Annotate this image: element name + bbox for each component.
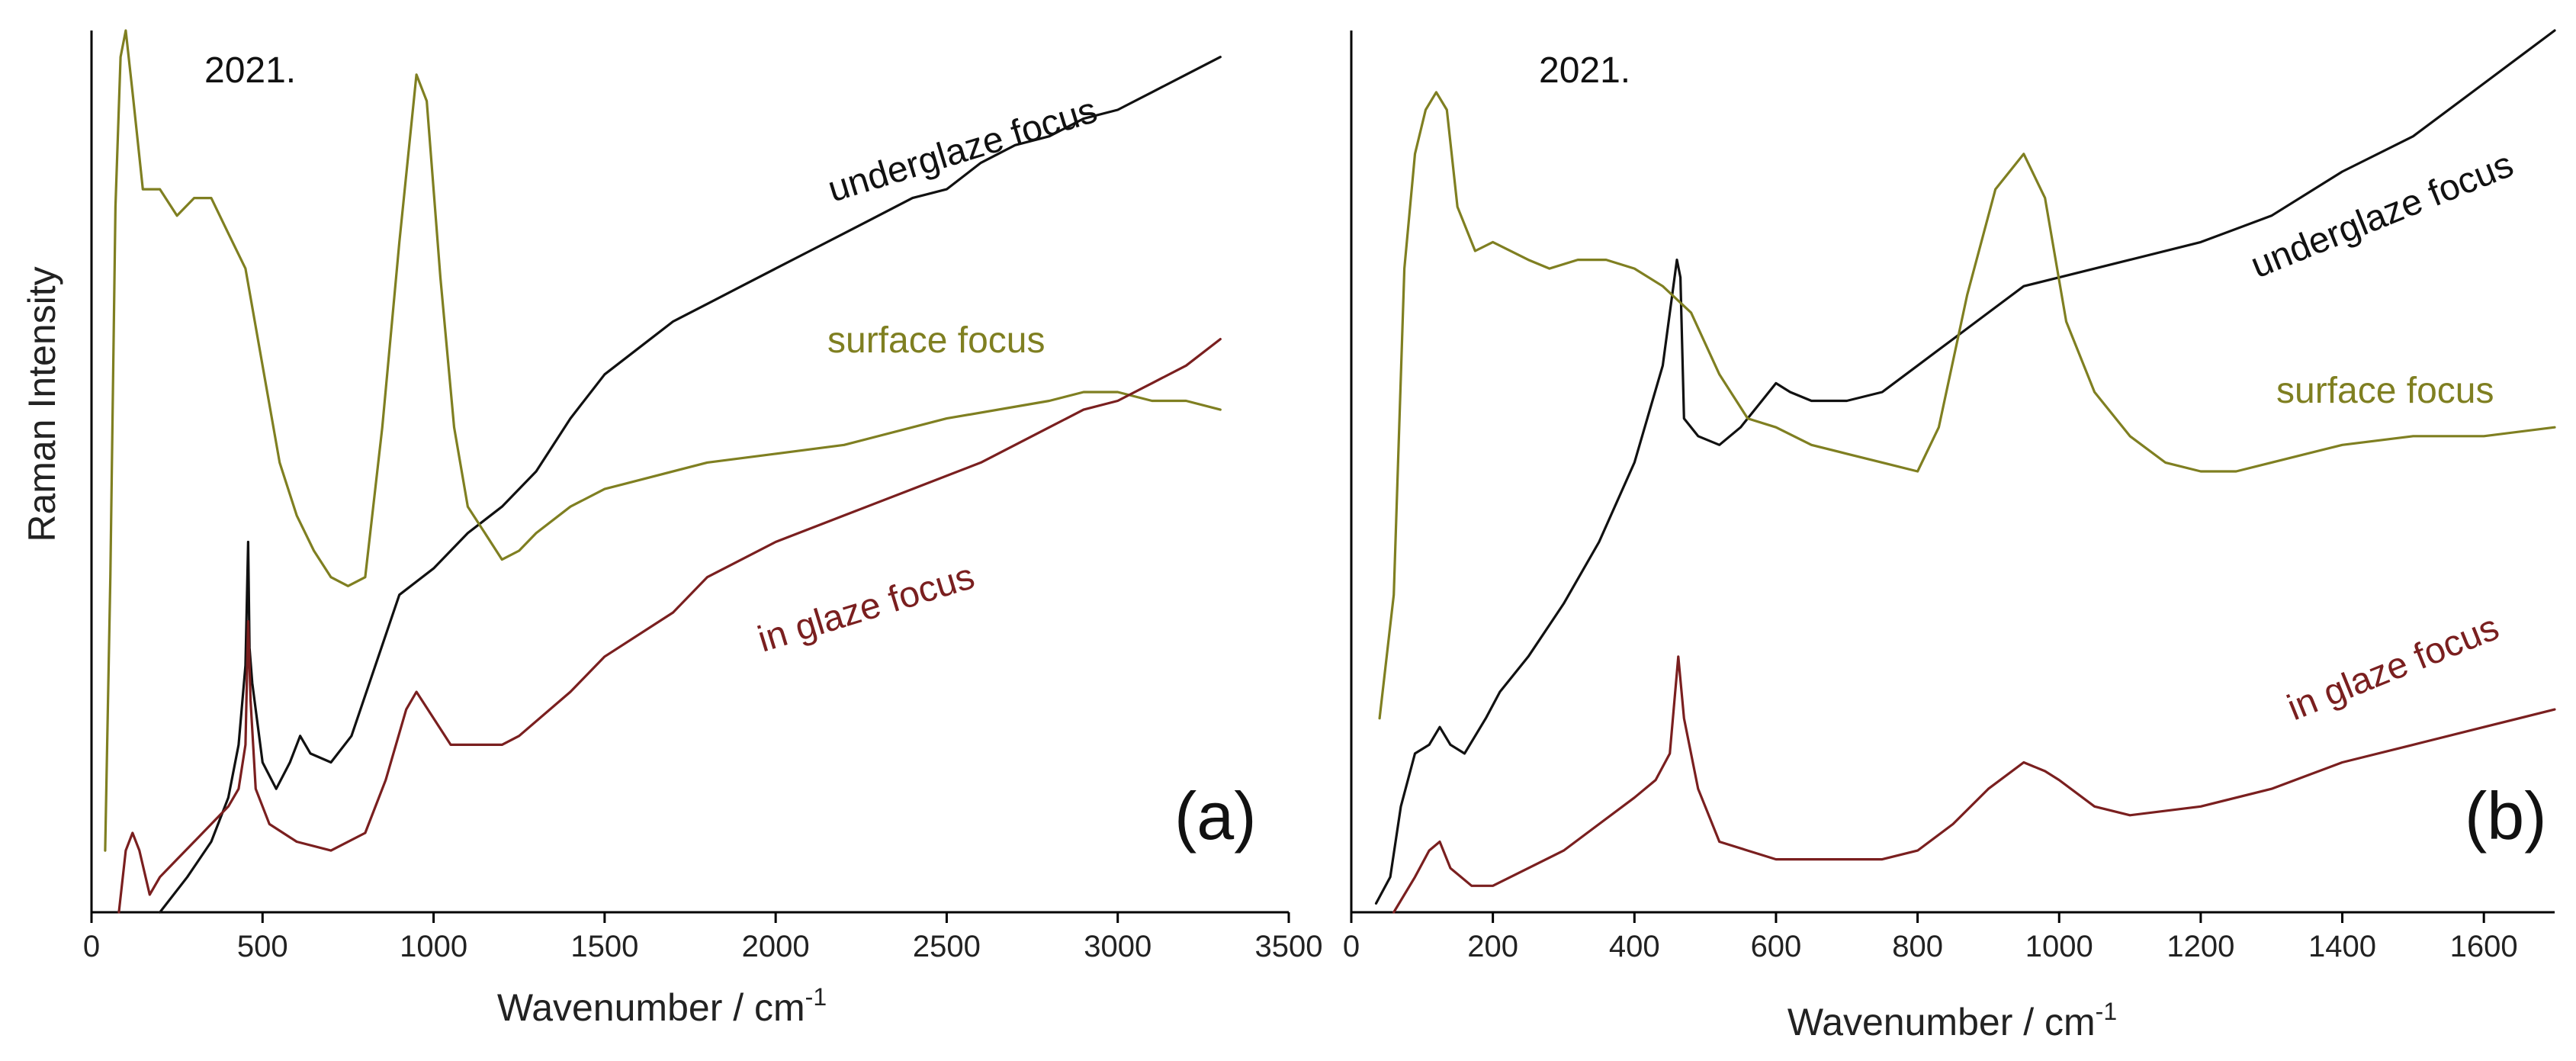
panel-a-series-surface [104,29,1222,852]
panel-b-label: (b) [2465,778,2547,854]
panel-b-series-in-glaze [1392,655,2556,914]
panel-a-x-tick-label: 2500 [913,930,981,963]
panel-a-x-axis-title-sup: -1 [805,983,827,1011]
panel-b-x-tick-label: 0 [1343,930,1360,963]
panel-a-surface-label: surface focus [827,320,1045,361]
panel-b-series [1374,29,2556,914]
panel-b-series-surface [1378,91,2556,720]
panel-b-x-axis-title: Wavenumber / cm-1 [1787,998,2117,1043]
panel-a-x-tick-label: 0 [83,930,100,963]
panel-a-x-tick-label: 1500 [570,930,638,963]
panel-a-x-axis-title-text: Wavenumber / cm [497,986,805,1029]
panel-a-x-axis-title: Wavenumber / cm-1 [497,983,827,1029]
panel-a-x-ticks: 0 500 1000 1500 2000 2500 3000 3500 [83,912,1323,963]
panel-b-x-axis-title-sup: -1 [2096,998,2117,1025]
panel-a-underglaze-label: underglaze focus [824,90,1102,211]
panel-a-series [104,29,1222,914]
panel-b-x-tick-label: 1400 [2308,930,2376,963]
y-axis-title: Raman Intensity [21,266,63,542]
panel-a-x-tick-label: 1000 [400,930,467,963]
panel-a-x-tick-label: 500 [237,930,288,963]
panel-a-year-annotation: 2021. [204,50,296,91]
panel-b-x-tick-label: 1000 [2025,930,2093,963]
panel-b-x-tick-label: 1200 [2166,930,2234,963]
panel-b-x-axis-title-text: Wavenumber / cm [1787,1001,2096,1043]
panel-b-x-tick-label: 400 [1609,930,1660,963]
panel-b-year-annotation: 2021. [1539,50,1630,91]
panel-b: 0 200 400 600 800 1000 1200 1400 1600 2021. (b) … [1343,29,2556,1043]
panel-a-series-in-glaze [117,338,1222,914]
panel-b-x-tick-label: 200 [1467,930,1518,963]
panel-b-x-tick-label: 1600 [2450,930,2518,963]
panel-b-x-tick-label: 800 [1892,930,1943,963]
panel-a-x-tick-label: 3500 [1255,930,1323,963]
panel-b-x-ticks: 0 200 400 600 800 1000 1200 1400 1600 [1343,912,2518,963]
panel-a: 0 500 1000 1500 2000 2500 3000 3500 2021. (a) u… [83,29,1323,1029]
panel-b-underglaze-label: underglaze focus [2245,144,2519,286]
panel-b-in-glaze-label: in glaze focus [2282,607,2504,728]
panel-a-series-underglaze [159,56,1222,914]
panel-a-in-glaze-label: in glaze focus [753,556,979,660]
panel-a-x-tick-label: 2000 [742,930,810,963]
panel-a-label: (a) [1174,778,1257,854]
panel-b-series-underglaze [1374,29,2556,905]
panel-a-x-tick-label: 3000 [1084,930,1151,963]
panel-b-x-tick-label: 600 [1751,930,1802,963]
panel-b-surface-label: surface focus [2276,371,2494,411]
